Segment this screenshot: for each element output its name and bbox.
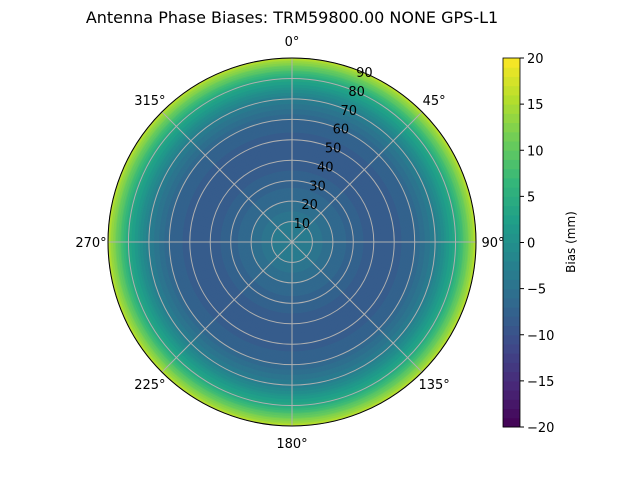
angular-tick-label: 45° [423,94,446,109]
radial-tick-label: 90 [356,66,373,81]
colorbar-level [503,76,520,87]
colorbar-level [503,214,520,225]
colorbar-level [503,251,520,262]
polar-frame [107,57,477,427]
radial-tick-label: 60 [333,123,350,138]
colorbar-level [503,205,520,216]
colorbar-level [503,122,520,133]
colorbar-level [503,316,520,327]
radial-tick-label: 10 [294,217,311,232]
colorbar-level [503,187,520,197]
colorbar-level [503,390,520,400]
colorbar-level [503,177,520,188]
radial-tick-label: 70 [340,104,357,119]
colorbar-level [503,196,520,207]
colorbar-level [503,417,520,428]
chart-title: Antenna Phase Biases: TRM59800.00 NONE G… [86,8,498,27]
angular-tick-label: 90° [481,236,504,251]
angular-grid-line [291,111,423,243]
colorbar-level [503,233,520,243]
colorbar-level [503,380,520,391]
colorbar-level [503,85,520,96]
radial-tick-label: 80 [348,85,365,100]
colorbar-level [503,94,520,105]
colorbar-level [503,288,520,299]
radial-tick-label: 20 [301,198,318,213]
colorbar-level [503,362,520,373]
angular-grid-line [161,111,293,243]
colorbar-tick-label: −10 [527,329,554,344]
colorbar-level [503,104,520,114]
colorbar-tick-label: 15 [527,98,544,113]
angular-tick-labels: 0° 45° 90° 135° 180° 225° 270° 315° [75,35,504,452]
colorbar-tick-label: −5 [527,283,546,298]
colorbar-level [503,150,520,160]
radial-tick-label: 50 [325,142,342,157]
colorbar-level [503,307,520,317]
colorbar-level [503,408,520,419]
colorbar-level [503,159,520,170]
colorbar-level [503,297,520,308]
colorbar-tick-label: −20 [527,421,554,436]
colorbar-level [503,67,520,77]
colorbar-level [503,334,520,345]
angular-grid-line [161,241,293,373]
colorbar-level [503,399,520,410]
colorbar-label: Bias (mm) [564,211,578,273]
colorbar-level [503,141,520,151]
radial-tick-label: 40 [317,160,334,175]
angular-tick-label: 0° [285,35,300,50]
colorbar-level [503,270,520,280]
angular-tick-label: 225° [134,378,165,393]
colorbar-level [503,58,520,68]
colorbar-level [503,131,520,142]
colorbar-tick-label: 20 [527,52,544,67]
angular-tick-label: 315° [134,94,165,109]
grid-lines [107,57,477,427]
colorbar-level [503,242,520,253]
colorbar-level [503,371,520,382]
radial-tick-labels: 10 20 30 40 50 60 70 80 90 [294,66,373,232]
angular-tick-label: 135° [418,378,449,393]
colorbar-level [503,168,520,179]
colorbar-level [503,279,520,290]
colorbar: −20 −15 −10 −5 0 5 10 15 20 [502,52,554,436]
colorbar-level [503,343,520,354]
colorbar-level [503,353,520,363]
colorbar-level [503,113,520,124]
colorbar-tick-label: 0 [527,237,535,252]
colorbar-level [503,325,520,336]
radial-tick-label: 30 [309,179,326,194]
colorbar-tick-label: 5 [527,190,535,205]
colorbar-level [503,224,520,234]
angular-tick-label: 180° [276,437,307,452]
colorbar-tick-label: −15 [527,375,554,390]
colorbar-tick-label: 10 [527,144,544,159]
colorbar-level [503,260,520,271]
angular-grid-line [291,241,423,373]
angular-tick-label: 270° [75,236,106,251]
